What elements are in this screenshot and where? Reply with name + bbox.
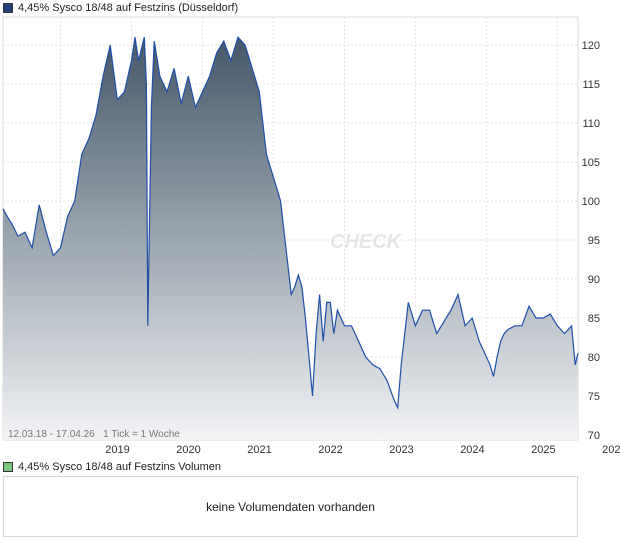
- volume-message: keine Volumendaten vorhanden: [206, 499, 375, 514]
- y-tick-label: 120: [582, 40, 600, 52]
- y-tick-label: 70: [588, 430, 600, 442]
- y-tick-label: 85: [588, 313, 600, 325]
- volume-legend-label: 4,45% Sysco 18/48 auf Festzins Volumen: [18, 461, 222, 473]
- price-area-fill: [3, 37, 578, 440]
- volume-legend: 4,45% Sysco 18/48 auf Festzins Volumen: [3, 460, 221, 474]
- volume-legend-swatch: [3, 462, 13, 472]
- y-tick-label: 95: [588, 235, 600, 247]
- volume-panel: keine Volumendaten vorhanden: [3, 476, 578, 537]
- y-tick-label: 80: [588, 352, 600, 364]
- price-legend-label: 4,45% Sysco 18/48 auf Festzins (Düsseldo…: [18, 2, 239, 14]
- y-tick-label: 110: [582, 118, 600, 130]
- info-text: 12.03.18 - 17.04.26 1 Tick = 1 Woche: [8, 429, 180, 440]
- y-axis: 70 75 80 85 90 95 100 105 110 115 120: [582, 40, 600, 442]
- x-tick-label: 2025: [531, 444, 555, 456]
- x-tick-label: 2019: [105, 444, 129, 456]
- x-axis: 2019 2020 2021 2022 2023 2024 2025 2026: [105, 444, 620, 456]
- x-tick-label: 2020: [176, 444, 200, 456]
- x-tick-label: 2026: [602, 444, 620, 456]
- x-tick-label: 2021: [247, 444, 271, 456]
- x-tick-label: 2024: [460, 444, 484, 456]
- x-tick-label: 2022: [318, 444, 342, 456]
- y-tick-label: 100: [582, 196, 600, 208]
- x-tick-label: 2023: [389, 444, 413, 456]
- price-legend: 4,45% Sysco 18/48 auf Festzins (Düsseldo…: [3, 1, 238, 15]
- y-tick-label: 105: [582, 157, 600, 169]
- watermark: CHECK: [330, 231, 403, 253]
- price-legend-swatch: [3, 3, 13, 13]
- y-tick-label: 90: [588, 274, 600, 286]
- price-line: [2, 36, 579, 411]
- y-tick-label: 75: [588, 391, 600, 403]
- y-tick-label: 115: [582, 79, 600, 91]
